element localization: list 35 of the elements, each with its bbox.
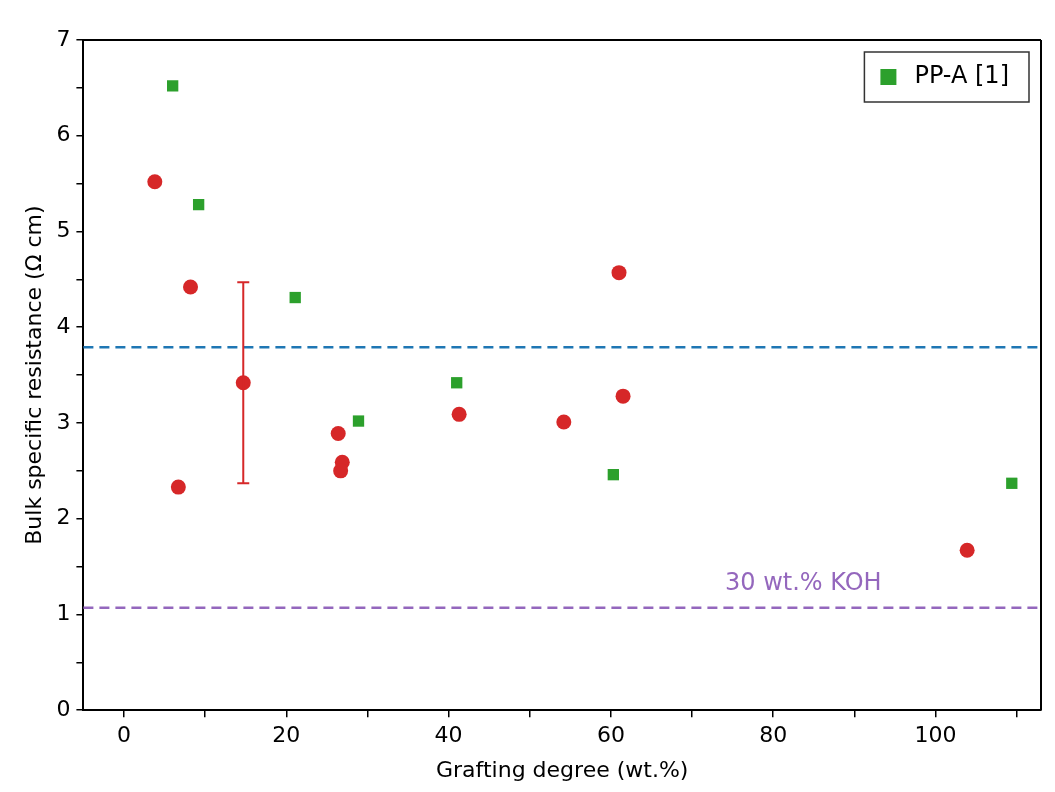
y-tick-label: 4 <box>56 312 71 338</box>
y-tick-label: 7 <box>56 25 71 51</box>
point <box>167 80 179 92</box>
y-axis-title: Bulk specific resistance (Ω cm) <box>20 205 46 545</box>
x-tick-label: 20 <box>272 722 301 748</box>
point <box>333 463 349 479</box>
point <box>192 199 205 211</box>
point <box>615 388 631 404</box>
x-tick-label: 80 <box>759 722 788 748</box>
x-tick-label: 100 <box>914 722 957 748</box>
point <box>451 377 463 389</box>
x-axis-title: Grafting degree (wt.%) <box>436 756 689 782</box>
point <box>170 479 186 495</box>
point <box>330 426 346 441</box>
point <box>289 291 301 304</box>
legend-label: PP-A [1] <box>914 61 1009 90</box>
point <box>352 415 365 427</box>
point <box>959 542 975 558</box>
y-tick-label: 5 <box>56 217 71 243</box>
y-tick-label: 3 <box>56 408 71 434</box>
x-tick-label: 60 <box>596 722 625 748</box>
y-tick-label: 1 <box>56 600 71 626</box>
x-tick-label: 0 <box>116 722 131 748</box>
point <box>556 414 572 430</box>
ref-line-label: 30 wt.% KOH <box>724 567 882 596</box>
point <box>611 265 627 281</box>
point <box>1006 477 1018 489</box>
point <box>451 406 467 422</box>
x-tick-label: 40 <box>434 722 463 748</box>
point <box>607 469 619 481</box>
y-tick-label: 2 <box>56 504 71 530</box>
point <box>183 279 199 295</box>
point <box>147 174 163 190</box>
y-tick-label: 6 <box>56 121 71 147</box>
y-tick-label: 0 <box>56 695 71 721</box>
